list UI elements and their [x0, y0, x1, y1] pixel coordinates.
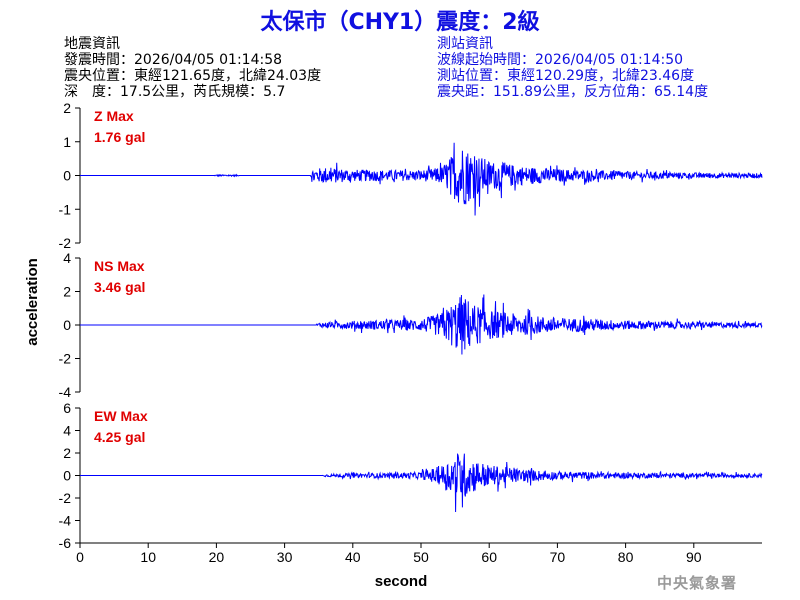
z-max-label: Z Max [94, 108, 134, 124]
ns-max-value: 3.46 gal [94, 279, 145, 295]
chart-title: 太保市（CHY1）震度：2級 [260, 10, 540, 35]
ns-ytick-label: -4 [59, 384, 72, 400]
origin-time: 發震時間：2026/04/05 01:14:58 [64, 52, 283, 68]
station-location: 測站位置：東經120.29度，北緯23.46度 [437, 68, 695, 84]
xtick-label: 80 [618, 549, 634, 565]
z-ytick-label: 0 [63, 168, 71, 184]
xtick-label: 10 [140, 549, 156, 565]
xtick-label: 20 [209, 549, 225, 565]
xtick-label: 60 [481, 549, 497, 565]
record-start-time: 波線起始時間：2026/04/05 01:14:50 [437, 52, 684, 68]
xtick-label: 50 [413, 549, 429, 565]
z-max-value: 1.76 gal [94, 129, 145, 145]
ew-ytick-label: 2 [63, 445, 71, 461]
xtick-label: 30 [277, 549, 293, 565]
ew-ytick-label: -2 [59, 490, 72, 506]
ew-ytick-label: 4 [63, 423, 71, 439]
epicentral-distance: 震央距：151.89公里，反方位角：65.14度 [437, 84, 709, 100]
station-info: 測站資訊 波線起始時間：2026/04/05 01:14:50 測站位置：東經1… [437, 36, 708, 100]
ns-ytick-label: 0 [63, 317, 71, 333]
depth-magnitude: 深 度：17.5公里，芮氏規模：5.7 [64, 84, 286, 100]
y-axis-label: acceleration [24, 258, 41, 346]
z-ytick-label: 2 [63, 100, 71, 116]
xtick-label: 70 [550, 549, 566, 565]
epicenter-location: 震央位置：東經121.65度，北緯24.03度 [64, 68, 322, 84]
z-ytick-label: -2 [59, 235, 72, 251]
z-ytick-label: -1 [59, 201, 72, 217]
ew-ytick-label: -4 [59, 513, 72, 529]
ew-ytick-label: 6 [63, 400, 71, 416]
xtick-label: 40 [345, 549, 361, 565]
x-axis-label: second [375, 573, 428, 590]
ns-ytick-label: -2 [59, 351, 72, 367]
ns-trace [80, 294, 763, 355]
ew-max-value: 4.25 gal [94, 429, 145, 445]
ew-ytick-label: 0 [63, 468, 71, 484]
ew-trace [80, 452, 763, 513]
ew-ytick-label: -6 [59, 535, 72, 551]
xtick-label: 90 [686, 549, 702, 565]
earthquake-info-heading: 地震資訊 [64, 36, 120, 52]
station-info-heading: 測站資訊 [437, 36, 493, 52]
z-trace [80, 142, 763, 216]
earthquake-info: 地震資訊 發震時間：2026/04/05 01:14:58 震央位置：東經121… [64, 36, 321, 100]
ns-max-label: NS Max [94, 258, 145, 274]
ns-ytick-label: 4 [63, 250, 71, 266]
ns-ytick-label: 2 [63, 284, 71, 300]
agency-watermark: 中央氣象署 [657, 574, 738, 592]
z-ytick-label: 1 [63, 134, 71, 150]
xtick-label: 0 [76, 549, 84, 565]
ew-max-label: EW Max [94, 408, 148, 424]
